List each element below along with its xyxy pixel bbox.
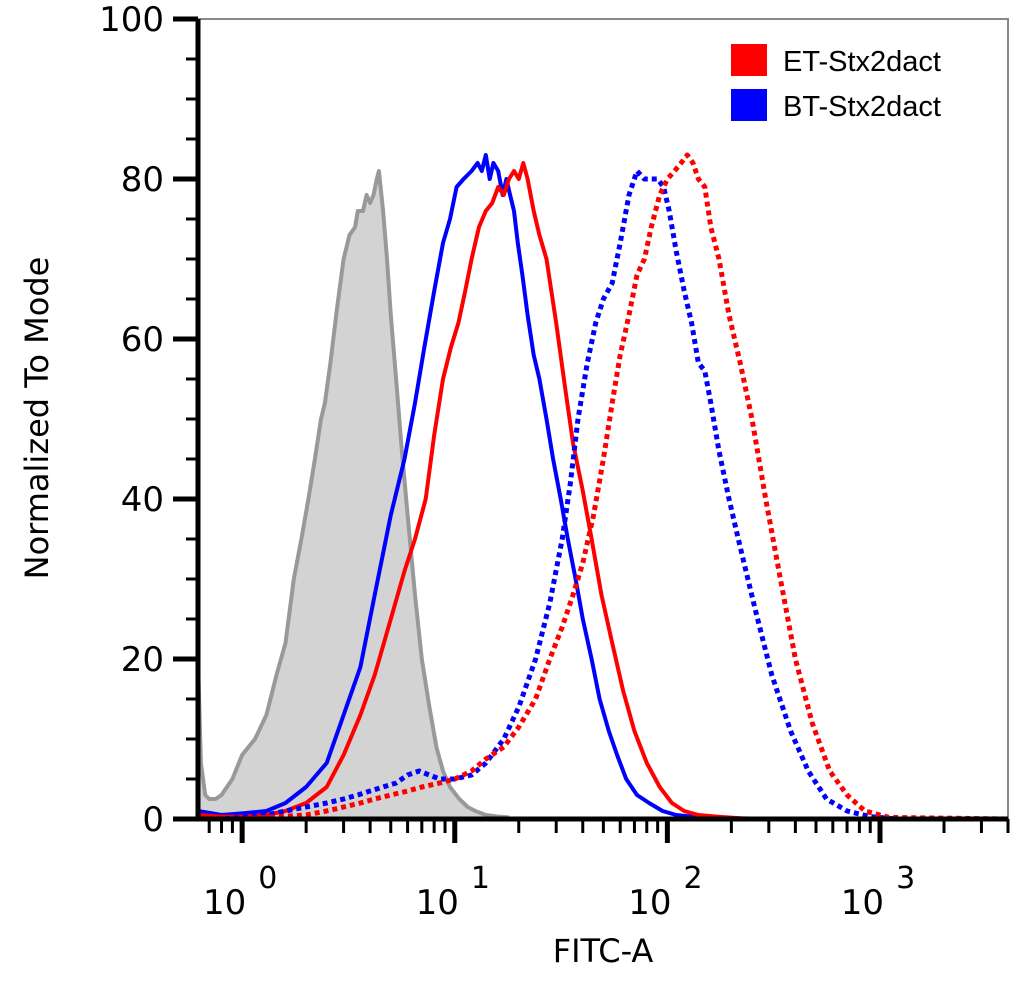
series-layer xyxy=(196,152,1009,822)
y-tick-label: 80 xyxy=(121,160,164,200)
y-tick-label: 100 xyxy=(99,0,164,40)
y-tick-label: 40 xyxy=(121,480,164,520)
legend-label-bt-stx2dact: BT-Stx2dact xyxy=(783,91,941,123)
y-tick-label: 20 xyxy=(121,640,164,680)
y-tick-label: 60 xyxy=(121,320,164,360)
legend-label-et-stx2dact: ET-Stx2dact xyxy=(783,46,941,78)
x-tick-label: 100 xyxy=(203,861,277,923)
y-tick-label: 0 xyxy=(142,800,164,840)
legend-swatch-et-stx2dact xyxy=(731,44,767,76)
legend-swatch-bt-stx2dact xyxy=(731,89,767,121)
bt-stx2dact-line xyxy=(197,153,1008,821)
control-fill xyxy=(198,171,509,819)
control-line xyxy=(196,169,510,820)
axes-layer: 0 20 40 60 80 100 100 101 102 103 xyxy=(99,0,1010,923)
x-axis-title: FITC-A xyxy=(553,932,654,970)
et-stx2dact-dotted-line xyxy=(198,152,1009,822)
et-stx2dact-line xyxy=(197,161,1008,821)
y-axis-title: Normalized To Mode xyxy=(18,257,56,580)
x-tick-label: 103 xyxy=(841,861,915,923)
x-tick-label: 101 xyxy=(416,861,490,923)
legend: ET-Stx2dact BT-Stx2dact xyxy=(731,44,941,123)
x-tick-label: 102 xyxy=(628,861,702,923)
